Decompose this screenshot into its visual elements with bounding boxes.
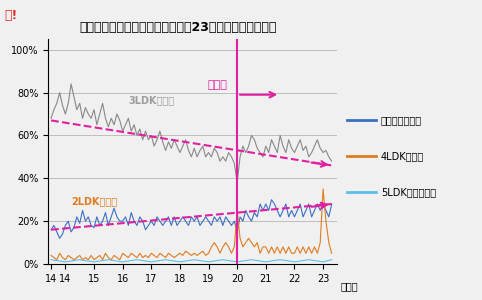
Text: 単身向けタイプ: 単身向けタイプ [381,115,422,125]
Text: 2LDKタイプ: 2LDKタイプ [71,196,117,206]
Text: 5LDKタイプほか: 5LDKタイプほか [381,187,436,197]
Text: 3LDKタイプ: 3LDKタイプ [128,95,174,105]
Text: 4LDKタイプ: 4LDKタイプ [381,151,424,161]
Text: （年）: （年） [340,281,358,291]
Text: マ!: マ! [5,9,18,22]
Text: コロナ: コロナ [207,80,227,90]
Text: 間取りタイプ別供給割合の推移（23区新築マンション）: 間取りタイプ別供給割合の推移（23区新築マンション） [80,21,277,34]
